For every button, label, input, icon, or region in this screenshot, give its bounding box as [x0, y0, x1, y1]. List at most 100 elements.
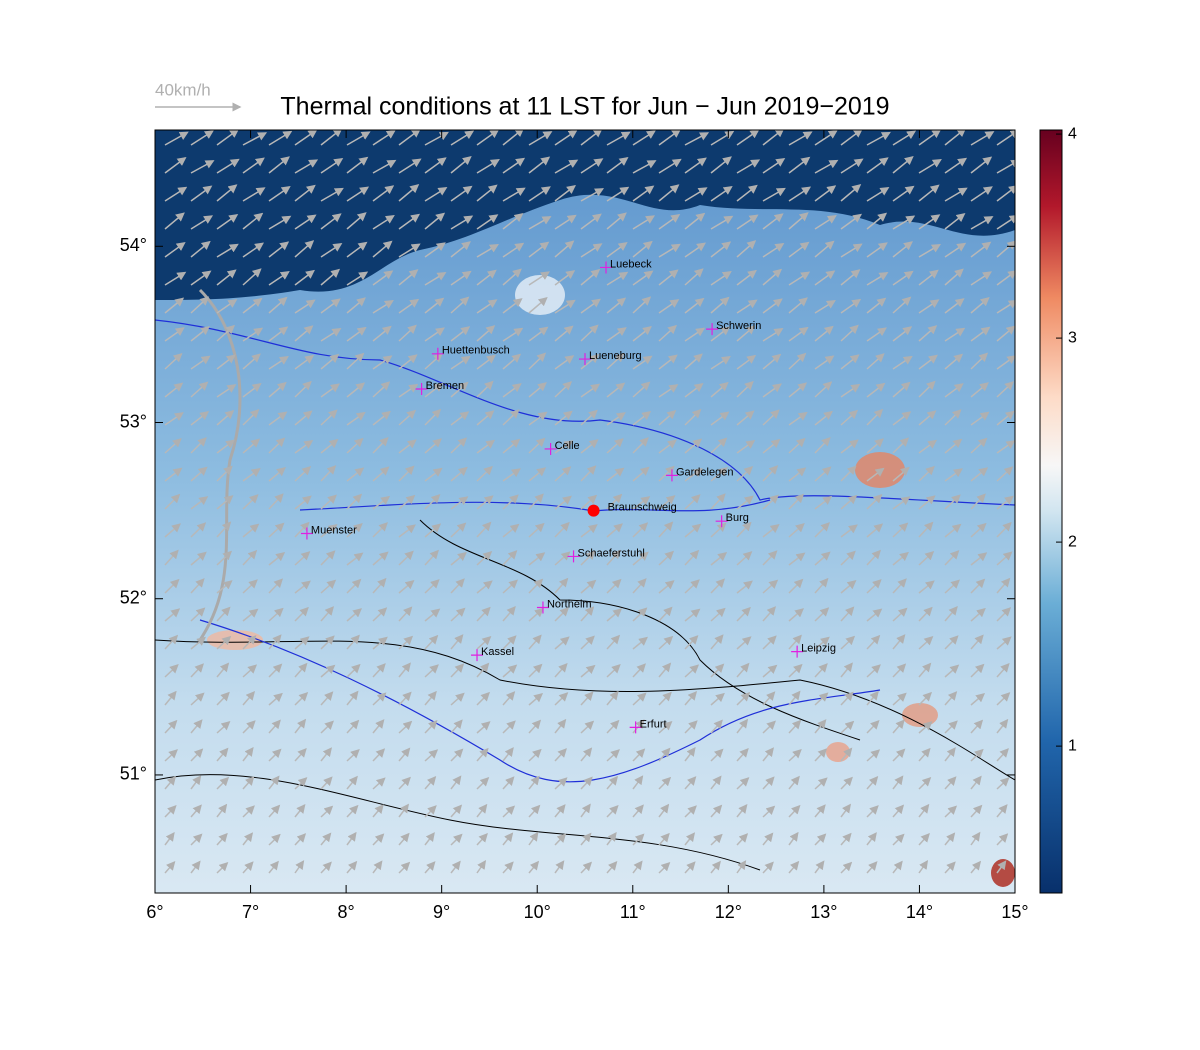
wind-arrow [502, 494, 519, 510]
wind-arrow [476, 495, 494, 510]
wind-arrow [398, 383, 419, 398]
wind-arrow [944, 213, 966, 230]
wind-arrow [736, 662, 750, 678]
wind-arrow [918, 410, 937, 426]
wind-arrow [294, 269, 315, 286]
wind-arrow [294, 184, 316, 202]
wind-arrow [528, 326, 549, 342]
wind-arrow [788, 748, 802, 762]
wind-arrow [190, 160, 215, 174]
wind-arrow [918, 214, 941, 230]
wind-arrow [918, 860, 929, 874]
wind-arrow [372, 607, 388, 622]
wind-arrow [320, 861, 332, 874]
wind-arrow [450, 804, 463, 818]
wind-arrow [528, 775, 540, 790]
wind-arrow [502, 635, 517, 650]
wind-arrow [398, 409, 417, 426]
wind-arrow [346, 634, 360, 650]
wind-arrow [450, 155, 472, 174]
wind-arrow [710, 860, 721, 874]
wind-arrow [190, 466, 208, 482]
wind-arrow [268, 607, 284, 622]
wind-arrow [736, 833, 749, 846]
wind-arrow [658, 550, 674, 566]
wind-arrow [684, 242, 707, 258]
wind-arrow [424, 805, 437, 818]
wind-arrow [866, 157, 889, 174]
wind-arrow [268, 241, 290, 258]
wind-arrow [736, 606, 751, 622]
wind-arrow [918, 184, 940, 202]
wind-arrow [632, 270, 654, 286]
wind-arrow [814, 240, 835, 258]
x-tick-label: 6° [146, 902, 163, 922]
wind-arrow [424, 467, 443, 482]
wind-arrow [450, 496, 469, 510]
wind-arrow [398, 130, 421, 146]
wind-arrow [424, 720, 438, 734]
wind-arrow [970, 522, 987, 538]
wind-arrow [242, 268, 262, 286]
wind-arrow [372, 636, 388, 650]
wind-arrow [710, 833, 723, 846]
wind-arrow [866, 523, 884, 538]
wind-arrow [164, 690, 177, 706]
wind-arrow [840, 213, 863, 230]
wind-arrow [502, 383, 522, 398]
wind-arrow [814, 495, 833, 510]
wind-arrow [268, 522, 285, 538]
wind-arrow [320, 747, 332, 762]
wind-arrow [164, 861, 176, 874]
wind-arrow [398, 635, 414, 650]
wind-arrow [372, 748, 386, 762]
wind-arrow [372, 410, 391, 426]
wind-arrow [554, 748, 567, 762]
wind-arrow [970, 578, 986, 594]
wind-arrow [814, 719, 827, 734]
wind-arrow [502, 213, 524, 230]
wind-arrow [528, 131, 553, 146]
wind-arrow [554, 551, 571, 566]
wind-arrow [554, 325, 574, 342]
wind-arrow [632, 551, 649, 566]
wind-arrow [580, 579, 597, 594]
wind-arrow [866, 212, 888, 230]
wind-arrow [762, 157, 786, 174]
wind-arrow [528, 216, 552, 230]
wind-arrow [242, 187, 266, 202]
wind-arrow [710, 156, 732, 174]
wind-arrow [788, 493, 805, 510]
wind-arrow [164, 242, 186, 258]
wind-arrow [502, 523, 520, 538]
wind-arrow [606, 608, 623, 622]
wind-arrow [710, 775, 722, 790]
wind-arrow [788, 831, 799, 846]
wind-arrow [632, 296, 652, 314]
wind-arrow [632, 719, 645, 734]
wind-arrow [996, 299, 1015, 314]
wind-arrow [346, 523, 363, 538]
wind-arrow [294, 860, 305, 874]
wind-arrow [606, 467, 625, 482]
wind-arrow [216, 747, 229, 762]
wind-arrow [372, 466, 390, 482]
wind-arrow [710, 411, 730, 426]
wind-arrow [216, 580, 233, 594]
wind-arrow [424, 131, 449, 146]
wind-arrow [450, 326, 471, 342]
wind-arrow [320, 130, 343, 146]
wind-arrow [424, 579, 440, 594]
wind-arrow [320, 383, 340, 398]
wind-arrow [788, 608, 804, 622]
wind-arrow [242, 720, 256, 734]
wind-arrow [996, 240, 1015, 258]
wind-arrow [268, 186, 291, 202]
wind-arrow [268, 411, 288, 426]
wind-arrow [970, 382, 989, 398]
wind-arrow [580, 861, 593, 874]
wind-arrow [892, 381, 911, 398]
wind-arrow [476, 299, 498, 314]
wind-arrow [840, 465, 857, 482]
wind-arrow [528, 634, 542, 650]
